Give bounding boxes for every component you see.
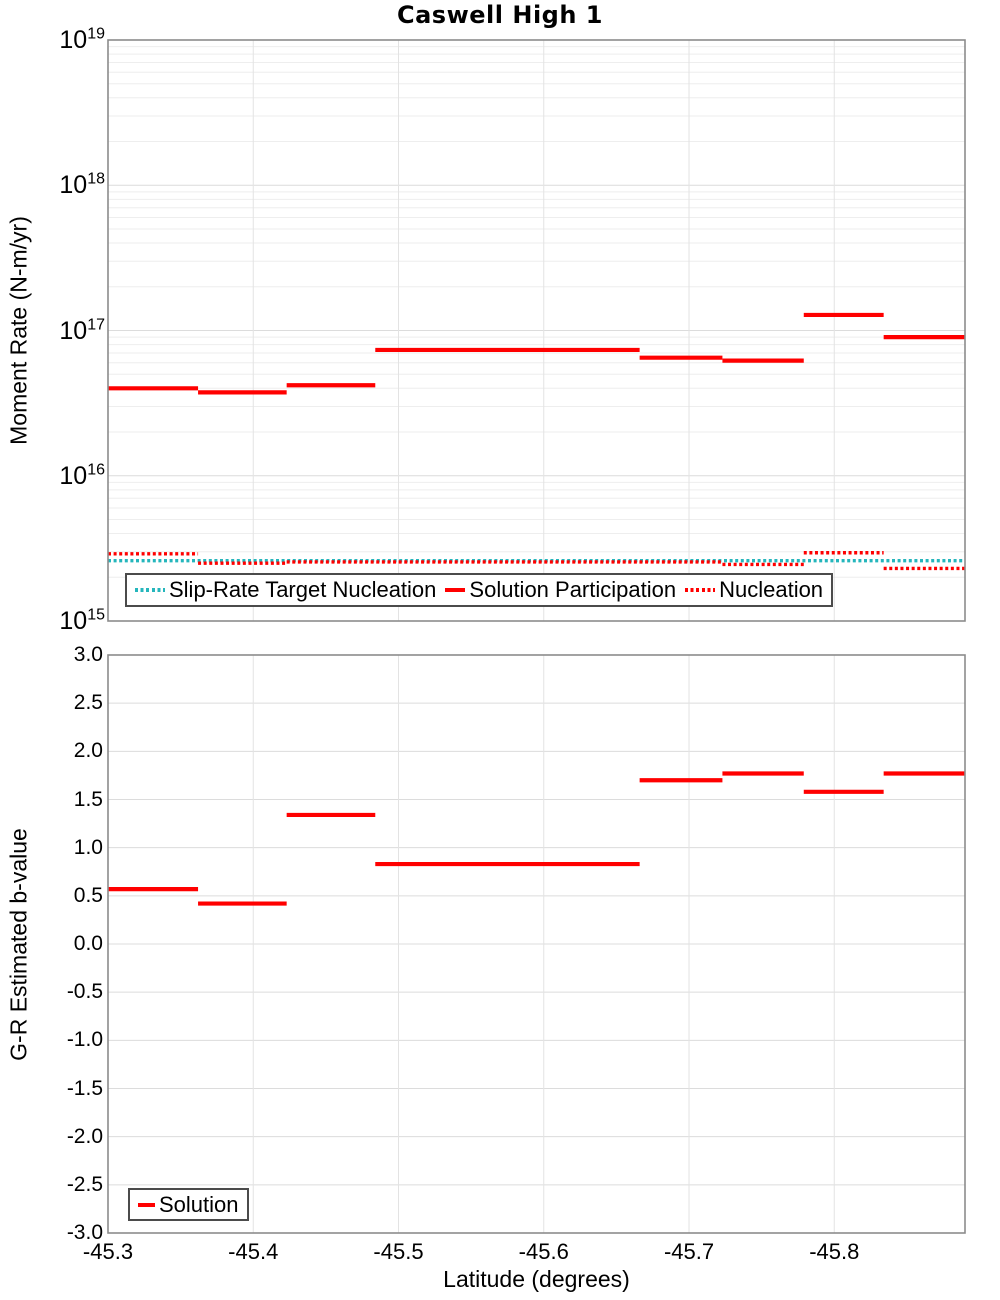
y-tick-label: -2.5 [66, 1172, 103, 1196]
red-solid-line-swatch-icon [445, 588, 466, 592]
legend-item-solution-participation: Solution Participation [445, 577, 676, 603]
y-tick-label: 3.0 [73, 643, 103, 666]
red-solid-line-swatch-icon [138, 1202, 155, 1207]
x-tick-label: -45.4 [228, 1239, 279, 1264]
y-tick-label: 2.0 [73, 739, 103, 763]
cyan-dotted-line-swatch-icon [135, 588, 165, 592]
red-dotted-line-swatch-icon [685, 588, 716, 592]
y-tick-label: 1016 [59, 461, 105, 490]
y-tick-label: -3.0 [66, 1221, 103, 1244]
plot-border [107, 39, 966, 622]
x-tick-label: -45.8 [809, 1239, 860, 1264]
y-tick-label: 2.5 [73, 691, 103, 715]
y-tick-label: -2.0 [66, 1124, 103, 1148]
y-tick-label: 0.0 [73, 932, 103, 955]
legend-item-slip-rate-target: Slip-Rate Target Nucleation [135, 577, 436, 603]
y-tick-label: -1.5 [66, 1076, 103, 1100]
legend-label: Solution Participation [469, 577, 677, 602]
y-tick-label: -1.0 [66, 1028, 103, 1052]
chart-title: Caswell High 1 [397, 1, 603, 29]
legend-label: Slip-Rate Target Nucleation [169, 577, 437, 602]
legend-moment-rate: Slip-Rate Target Nucleation Solution Par… [125, 573, 834, 607]
y-tick-label: -0.5 [66, 980, 103, 1004]
y-tick-label: 1018 [59, 170, 105, 200]
x-tick-label: -45.3 [82, 1239, 134, 1264]
x-tick-label: -45.7 [663, 1239, 715, 1264]
legend-label: Solution [159, 1191, 239, 1217]
y-tick-label: 0.5 [73, 883, 103, 907]
legend-item-nucleation: Nucleation [685, 577, 823, 603]
y-tick-label: 1.5 [73, 787, 103, 811]
legend-label: Nucleation [719, 577, 824, 602]
plot-border [107, 654, 966, 1234]
legend-bvalue: Solution [128, 1188, 249, 1221]
x-tick-label: -45.6 [518, 1239, 569, 1264]
x-axis-label-latitude: Latitude (degrees) [443, 1266, 630, 1292]
x-tick-label: -45.5 [373, 1239, 424, 1264]
y-tick-label: 1017 [59, 316, 105, 345]
legend-item-solution: Solution [138, 1192, 239, 1218]
y-tick-label: 1019 [59, 25, 105, 54]
y-tick-label: 1015 [59, 606, 105, 635]
y-tick-label: 1.0 [73, 835, 103, 859]
